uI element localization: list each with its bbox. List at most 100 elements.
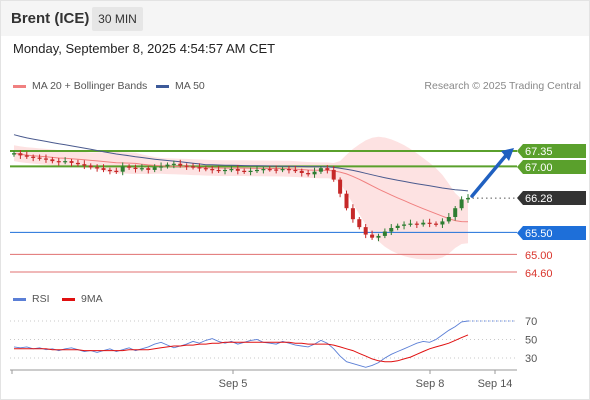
copyright-text: Research © 2025 Trading Central (424, 80, 581, 92)
candle-body (459, 199, 464, 209)
legend-rsi-swatch (13, 297, 26, 301)
ma20-line (13, 152, 469, 223)
price-level-label-0: 67.35 (525, 146, 553, 158)
candle-body (235, 169, 240, 171)
candle-body (267, 169, 272, 171)
candle-body (306, 173, 311, 175)
legend-9ma-swatch (62, 297, 75, 301)
bollinger-band-fill (14, 136, 468, 260)
candle-body (216, 169, 221, 172)
x-tick-label-2: Sep 14 (478, 378, 513, 390)
legend-ma50: MA 50 (156, 80, 205, 92)
rsi-tick-label-30: 30 (525, 353, 537, 365)
candle-body (152, 167, 157, 170)
instrument-title: Brent (ICE) (11, 10, 90, 27)
price-level-tag-2 (517, 191, 586, 205)
candle-body (312, 171, 317, 175)
candle-body (293, 169, 298, 172)
legend-ma50-swatch (156, 84, 169, 88)
candles (12, 150, 470, 242)
candle-body (101, 168, 106, 170)
candle-body (446, 217, 451, 222)
candle-body (159, 166, 164, 168)
candle-body (402, 224, 407, 226)
candle-body (363, 227, 368, 235)
legend-ma50-label: MA 50 (175, 80, 205, 92)
candle-body (197, 167, 202, 169)
candle-body (210, 169, 215, 171)
candle-body (133, 167, 138, 170)
candle-body (376, 235, 381, 238)
candle-body (338, 179, 343, 194)
candle-body (178, 163, 183, 166)
candle-body (127, 166, 132, 168)
candle-body (331, 169, 336, 180)
candle-body (280, 169, 285, 171)
candle-body (114, 170, 119, 172)
candle-body (421, 222, 426, 225)
price-level-label-1: 67.00 (525, 162, 553, 174)
candle-body (350, 208, 355, 220)
x-tick-label-0: Sep 5 (219, 378, 248, 390)
candle-body (223, 169, 228, 172)
legend-9ma-label: 9MA (81, 293, 103, 305)
candle-body (466, 198, 470, 200)
legend-9ma: 9MA (62, 293, 103, 305)
candle-body (325, 168, 330, 170)
ma50-line (13, 134, 469, 192)
candle-body (242, 170, 247, 172)
candle-body (261, 169, 266, 171)
forecast-arrow-shaft (470, 151, 510, 198)
x-tick-label-1: Sep 8 (416, 378, 445, 390)
candle-body (274, 169, 279, 171)
candle-body (18, 153, 23, 156)
legend-ma20-swatch (13, 84, 26, 88)
candle-body (120, 166, 125, 172)
candle-body (344, 193, 349, 209)
candle-body (171, 163, 176, 165)
candle-body (69, 161, 74, 163)
candle-body (37, 157, 42, 159)
price-level-label-2: 66.28 (525, 193, 553, 205)
candle-body (31, 156, 36, 158)
candle-body (82, 164, 87, 166)
candle-body (12, 153, 16, 155)
interval-selector[interactable]: 30 MIN (92, 7, 143, 31)
candle-body (63, 161, 68, 163)
price-level-tag-1 (517, 160, 586, 174)
legend-ma20: MA 20 + Bollinger Bands (13, 80, 147, 92)
candle-body (139, 168, 144, 170)
candle-body (75, 162, 80, 165)
candle-body (357, 219, 362, 228)
price-level-label-5: 64.60 (525, 268, 553, 280)
datetime-label: Monday, September 8, 2025 4:54:57 AM CET (13, 41, 276, 56)
legend-rsi-label: RSI (32, 293, 50, 305)
candle-body (24, 155, 29, 157)
rsi-tick-label-50: 50 (525, 335, 537, 347)
price-level-label-3: 65.50 (525, 228, 553, 240)
candle-body (146, 168, 151, 170)
candle-body (299, 170, 304, 173)
rsi-tick-label-70: 70 (525, 316, 537, 328)
candle-body (427, 222, 432, 224)
candle-body (203, 168, 208, 170)
candle-body (408, 223, 413, 225)
candle-body (50, 159, 55, 162)
candle-body (88, 165, 93, 168)
legend-rsi: RSI (13, 293, 50, 305)
candle-body (395, 225, 400, 228)
candle-body (414, 223, 419, 225)
price-level-label-4: 65.00 (525, 250, 553, 262)
forecast-arrow-head (501, 148, 514, 161)
rsi-9ma-line (14, 334, 469, 363)
candle-body (318, 168, 323, 172)
price-level-tag-3 (517, 226, 586, 240)
price-level-tag-0 (517, 144, 586, 158)
candle-body (434, 223, 439, 225)
candle-body (248, 170, 253, 172)
candle-body (184, 165, 189, 167)
candle-body (453, 208, 458, 217)
candle-body (440, 221, 445, 225)
candle-body (165, 164, 170, 167)
